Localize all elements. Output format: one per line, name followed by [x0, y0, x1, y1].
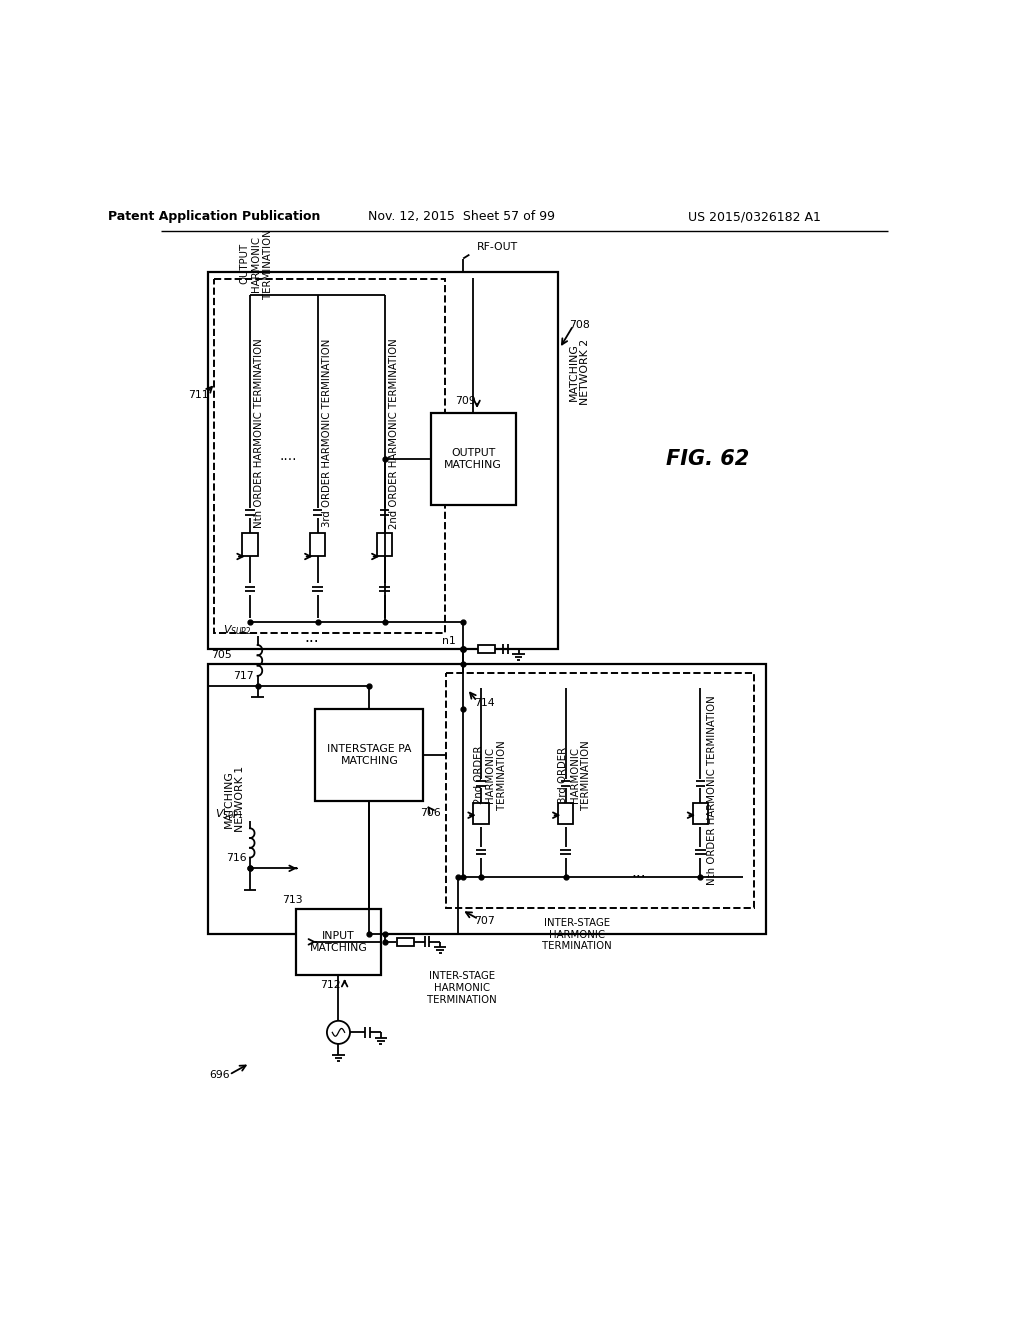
- Text: n1: n1: [442, 636, 457, 647]
- Text: ...: ...: [304, 630, 318, 645]
- Text: Nth ORDER HARMONIC TERMINATION: Nth ORDER HARMONIC TERMINATION: [707, 696, 717, 886]
- Text: 716: 716: [225, 853, 247, 862]
- Bar: [478, 645, 495, 653]
- Bar: [475, 273, 498, 282]
- Text: OUTPUT
HARMONIC
TERMINATION: OUTPUT HARMONIC TERMINATION: [240, 228, 272, 298]
- Text: 713: 713: [282, 895, 302, 906]
- Text: MATCHING
NETWORK 2: MATCHING NETWORK 2: [568, 339, 590, 405]
- Bar: [214, 280, 444, 634]
- Text: 707: 707: [474, 916, 496, 927]
- Text: INTER-STAGE
HARMONIC
TERMINATION: INTER-STAGE HARMONIC TERMINATION: [543, 917, 612, 952]
- Text: ....: ....: [280, 449, 297, 463]
- Text: 709: 709: [455, 396, 476, 407]
- Text: RF-OUT: RF-OUT: [477, 242, 518, 252]
- Bar: [473, 803, 488, 825]
- Text: 708: 708: [569, 321, 590, 330]
- Text: Nth ORDER HARMONIC TERMINATION: Nth ORDER HARMONIC TERMINATION: [254, 338, 264, 528]
- Text: 717: 717: [233, 671, 254, 681]
- Text: MATCHING
NETWORK 1: MATCHING NETWORK 1: [223, 766, 246, 832]
- Text: 2nd ORDER HARMONIC TERMINATION: 2nd ORDER HARMONIC TERMINATION: [389, 338, 399, 529]
- Text: FIG. 62: FIG. 62: [667, 449, 750, 469]
- Bar: [243, 533, 258, 557]
- Bar: [558, 803, 573, 825]
- Text: 3rd ORDER HARMONIC TERMINATION: 3rd ORDER HARMONIC TERMINATION: [322, 339, 332, 528]
- Text: 712: 712: [321, 981, 341, 990]
- Text: ...: ...: [632, 866, 646, 880]
- Bar: [431, 412, 515, 504]
- Text: 714: 714: [474, 698, 495, 708]
- Bar: [296, 909, 381, 974]
- Bar: [208, 664, 766, 933]
- Text: US 2015/0326182 A1: US 2015/0326182 A1: [688, 210, 820, 223]
- Text: Patent Application Publication: Patent Application Publication: [108, 210, 319, 223]
- Bar: [310, 533, 326, 557]
- Text: 705: 705: [211, 649, 232, 660]
- Text: INPUT
MATCHING: INPUT MATCHING: [309, 931, 368, 953]
- Text: OUTPUT
MATCHING: OUTPUT MATCHING: [444, 447, 502, 470]
- Text: INTERSTAGE PA
MATCHING: INTERSTAGE PA MATCHING: [327, 744, 412, 766]
- Bar: [315, 709, 423, 801]
- Text: 2nd ORDER
HARMONIC
TERMINATION: 2nd ORDER HARMONIC TERMINATION: [473, 741, 507, 809]
- Bar: [692, 803, 708, 825]
- Text: Nov. 12, 2015  Sheet 57 of 99: Nov. 12, 2015 Sheet 57 of 99: [369, 210, 555, 223]
- Bar: [397, 939, 414, 945]
- Text: INTER-STAGE
HARMONIC
TERMINATION: INTER-STAGE HARMONIC TERMINATION: [427, 972, 497, 1005]
- Bar: [446, 673, 755, 908]
- Bar: [377, 533, 392, 557]
- Text: $V_{SUP2}$: $V_{SUP2}$: [223, 623, 252, 636]
- Text: 3rd ORDER
HARMONIC
TERMINATION: 3rd ORDER HARMONIC TERMINATION: [558, 741, 592, 809]
- Text: 706: 706: [421, 808, 441, 818]
- Text: 711: 711: [188, 389, 209, 400]
- Text: $V_{SUP1}$: $V_{SUP1}$: [215, 808, 244, 821]
- Bar: [208, 272, 558, 649]
- Text: 696: 696: [209, 1069, 229, 1080]
